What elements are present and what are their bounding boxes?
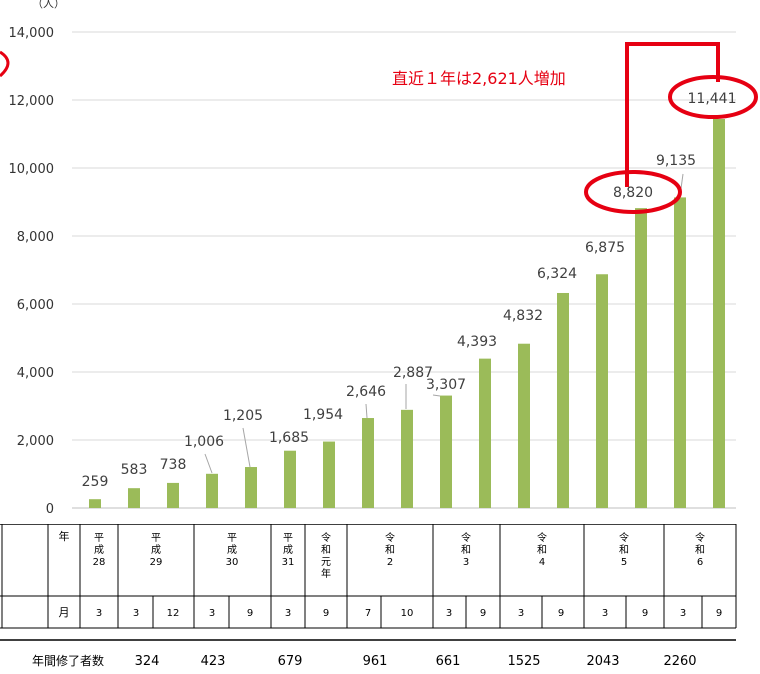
month-header: 月	[59, 606, 70, 619]
bar	[167, 482, 179, 508]
label-leader-line	[365, 403, 368, 419]
y-tick-label: 14,000	[9, 26, 55, 41]
month-cell: 3	[285, 608, 291, 619]
annual-value: 679	[278, 654, 303, 669]
data-label: 1,954	[303, 407, 343, 423]
year-cell: 令和 2	[385, 531, 395, 568]
bar	[89, 499, 101, 508]
month-cell: 9	[480, 608, 486, 619]
bar	[635, 208, 647, 508]
data-label: 259	[82, 474, 109, 490]
bar	[596, 274, 608, 508]
label-leader-line	[432, 394, 441, 397]
month-cell: 3	[446, 608, 452, 619]
data-label: 1,205	[223, 408, 263, 424]
year-cell: 令和元年	[321, 531, 331, 580]
increase-bracket	[625, 42, 720, 187]
annual-value: 423	[201, 654, 226, 669]
annual-value: 2043	[586, 654, 619, 669]
date-table: 年月 平成 28 平成 29 平成 30 平成 31 令和元年 令和 2 令和 3 令和 4 令和 5 令和 6 3 3 1…	[0, 524, 737, 669]
bar	[557, 292, 569, 508]
y-tick-label: 8,000	[17, 230, 54, 245]
y-tick-label: 12,000	[9, 94, 55, 109]
month-cell: 9	[247, 608, 253, 619]
month-cell: 9	[558, 608, 564, 619]
bar	[440, 395, 452, 508]
month-cell: 12	[167, 608, 180, 619]
highlight-ellipse	[668, 75, 758, 119]
annual-value: 961	[363, 654, 388, 669]
bar	[674, 197, 686, 508]
annual-value: 1525	[507, 654, 540, 669]
partial-highlight-ellipse	[0, 50, 10, 78]
data-label: 11,441	[688, 91, 737, 107]
year-cell: 平成 29	[150, 533, 163, 568]
annual-label: 年間修了者数	[32, 653, 104, 668]
data-label: 2,646	[346, 384, 386, 400]
bar	[245, 467, 257, 508]
month-cell: 3	[680, 608, 686, 619]
data-label: 6,875	[585, 240, 625, 256]
data-label: 4,393	[457, 334, 497, 350]
data-label: 738	[160, 457, 187, 473]
data-label: 9,135	[656, 153, 696, 169]
month-cell: 3	[518, 608, 524, 619]
year-cell: 令和 5	[619, 531, 629, 568]
month-cell: 9	[642, 608, 648, 619]
data-label: 6,324	[537, 266, 577, 282]
data-label: 4,832	[503, 308, 543, 324]
data-label: 1,685	[269, 430, 309, 446]
year-cell: 令和 4	[537, 531, 547, 568]
annual-value: 661	[436, 654, 461, 669]
y-tick-label: 10,000	[9, 162, 55, 177]
data-label: 3,307	[426, 377, 466, 393]
y-tick-label: 0	[46, 502, 54, 517]
data-label: 8,820	[613, 185, 653, 201]
bar	[362, 418, 374, 508]
month-cell: 3	[133, 608, 139, 619]
month-cell: 3	[96, 608, 102, 619]
y-tick-label: 2,000	[17, 434, 54, 449]
bar	[713, 119, 725, 509]
year-cell: 令和 3	[461, 531, 471, 568]
label-leader-line	[242, 427, 251, 468]
data-label: 583	[121, 462, 148, 478]
annual-value: 2260	[663, 654, 696, 669]
label-leader-line	[204, 453, 213, 474]
data-label: 2,887	[393, 365, 433, 381]
y-tick-label: 4,000	[17, 366, 54, 381]
year-cell: 令和 6	[695, 531, 705, 568]
month-cell: 3	[209, 608, 215, 619]
month-cell: 7	[365, 608, 371, 619]
bar	[479, 358, 491, 508]
bar	[206, 473, 218, 508]
highlight-ellipse	[584, 170, 682, 214]
annual-value: 324	[135, 654, 160, 669]
year-header: 年	[59, 529, 70, 543]
bar	[128, 488, 140, 508]
y-tick-label: 6,000	[17, 298, 54, 313]
month-cell: 3	[602, 608, 608, 619]
y-unit-label: （人）	[32, 0, 65, 10]
bar	[518, 343, 530, 508]
year-cell: 平成 30	[226, 533, 239, 568]
month-cell: 10	[401, 608, 414, 619]
year-cell: 平成 31	[282, 533, 295, 568]
increase-annotation: 直近１年は2,621人増加	[392, 69, 566, 88]
year-cell: 平成 28	[93, 533, 106, 568]
bar	[323, 441, 335, 508]
bar	[401, 409, 413, 508]
month-cell: 9	[716, 608, 722, 619]
data-label: 1,006	[184, 434, 224, 450]
bar	[284, 450, 296, 508]
month-cell: 9	[323, 608, 329, 619]
